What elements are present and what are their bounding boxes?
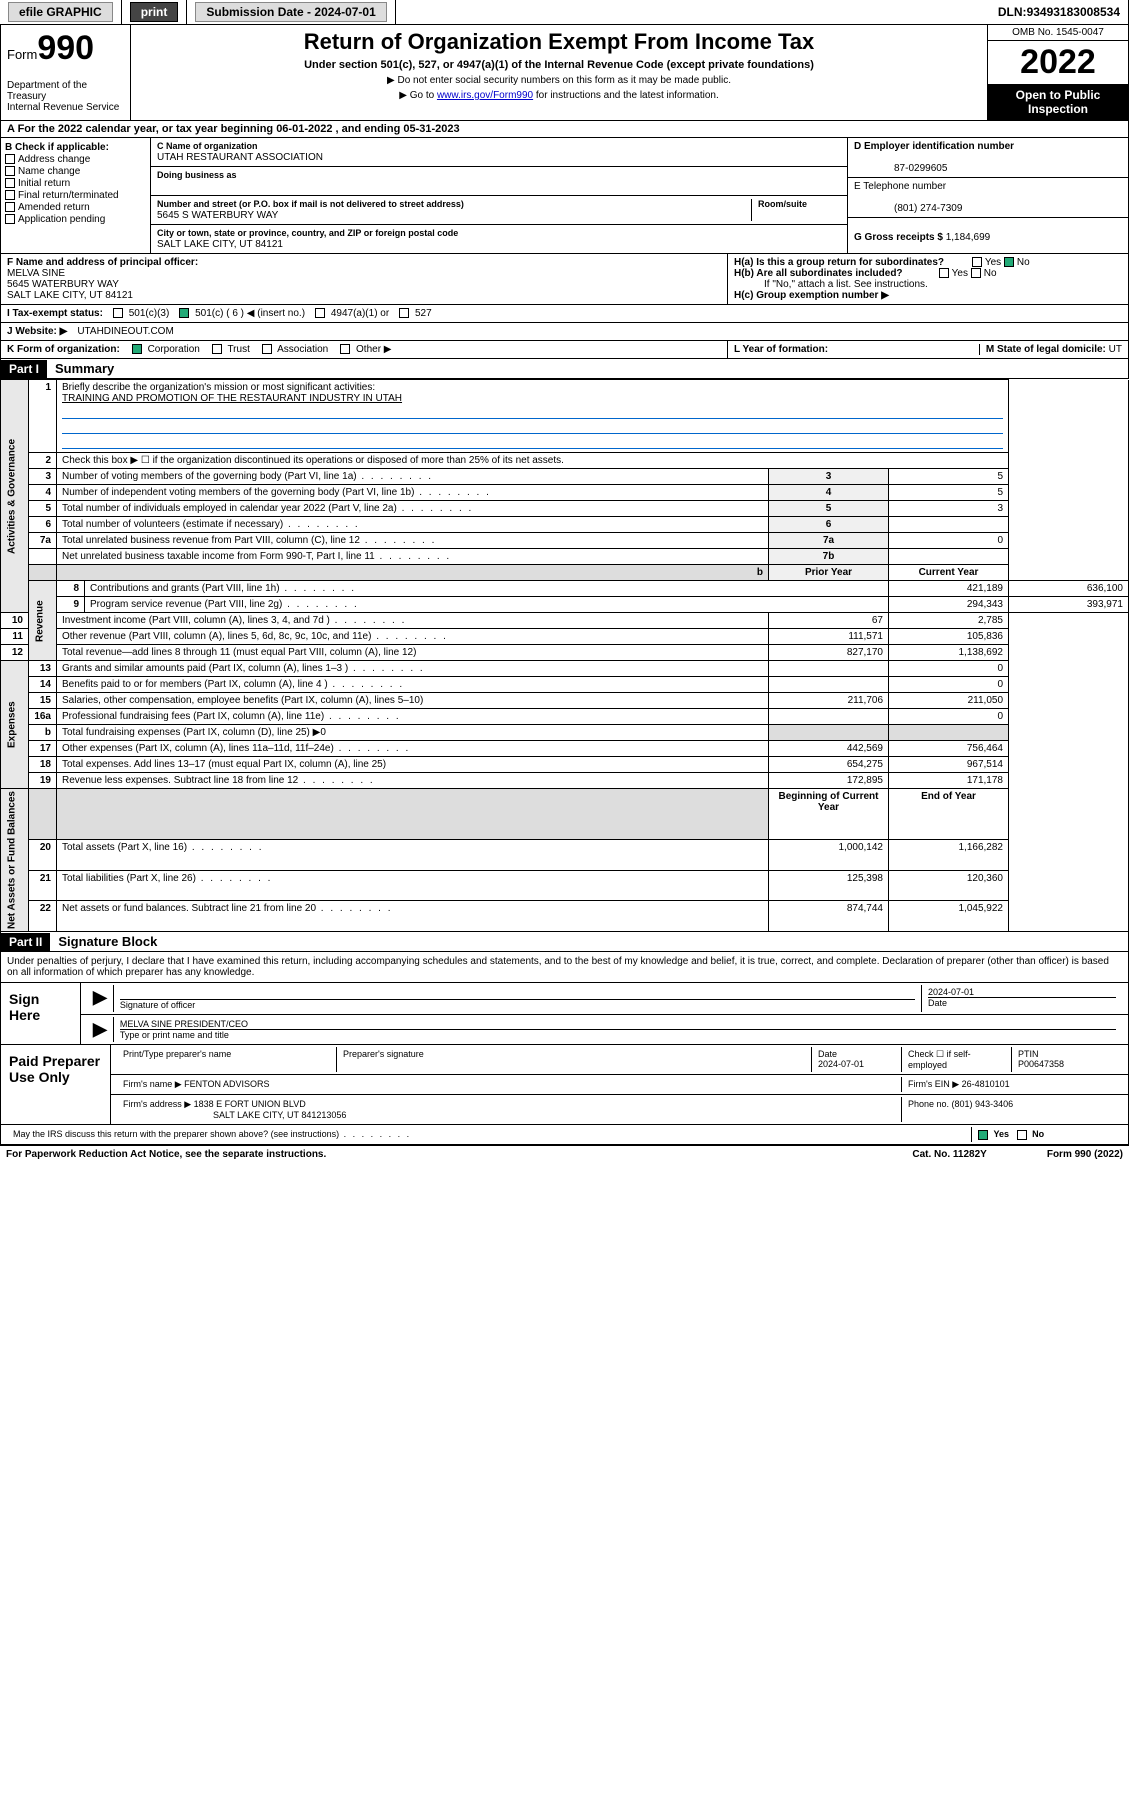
- department: Department of the Treasury Internal Reve…: [7, 80, 124, 113]
- chk-pending[interactable]: Application pending: [5, 214, 146, 225]
- domicile-label: M State of legal domicile:: [986, 344, 1109, 355]
- paid-preparer-label: Paid Preparer Use Only: [1, 1045, 111, 1124]
- omb-number: OMB No. 1545-0047: [988, 25, 1128, 41]
- chk-address[interactable]: Address change: [5, 154, 146, 165]
- telephone: (801) 274-7309: [854, 203, 962, 214]
- sign-here-label: Sign Here: [1, 983, 81, 1044]
- hb-note: If "No," attach a list. See instructions…: [734, 279, 1122, 290]
- chk-final[interactable]: Final return/terminated: [5, 190, 146, 201]
- part1-header: Part I Summary: [0, 359, 1129, 379]
- form-number: Form990: [7, 29, 124, 68]
- org-name-label: C Name of organization: [157, 141, 258, 151]
- ein-label: D Employer identification number: [854, 141, 1014, 152]
- street-label: Number and street (or P.O. box if mail i…: [157, 199, 464, 209]
- firm-ein: 26-4810101: [962, 1079, 1010, 1089]
- section-b-header: B Check if applicable:: [5, 142, 146, 153]
- chk-name[interactable]: Name change: [5, 166, 146, 177]
- gross-label: G Gross receipts $: [854, 232, 946, 243]
- row-j: J Website: ▶ UTAHDINEOUT.COM: [0, 323, 1129, 341]
- row-i: I Tax-exempt status: 501(c)(3) 501(c) ( …: [0, 305, 1129, 323]
- city-label: City or town, state or province, country…: [157, 228, 458, 238]
- form-version: Form 990 (2022): [1047, 1149, 1123, 1160]
- topbar: efile GRAPHIC print Submission Date - 20…: [0, 0, 1129, 25]
- firm-name: FENTON ADVISORS: [184, 1079, 269, 1089]
- print-button[interactable]: print: [130, 2, 179, 22]
- q1: Briefly describe the organization's miss…: [62, 382, 375, 393]
- inspection-badge: Open to Public Inspection: [988, 84, 1128, 120]
- note-link: ▶ Go to www.irs.gov/Form990 for instruct…: [141, 90, 977, 101]
- form-header: Form990 Department of the Treasury Inter…: [0, 25, 1129, 121]
- vert-revenue: Revenue: [29, 581, 57, 661]
- note-ssn: ▶ Do not enter social security numbers o…: [141, 75, 977, 86]
- prep-name-label: Print/Type preparer's name: [117, 1047, 337, 1072]
- row-k: K Form of organization: Corporation Trus…: [0, 341, 1129, 359]
- domicile: UT: [1109, 344, 1122, 355]
- vert-governance: Activities & Governance: [1, 380, 29, 613]
- submission-date: Submission Date - 2024-07-01: [195, 2, 386, 22]
- arrow-icon: ▶: [87, 1017, 114, 1042]
- officer-label: F Name and address of principal officer:: [7, 257, 198, 268]
- dln-label: DLN:: [998, 5, 1027, 19]
- paperwork-notice: For Paperwork Reduction Act Notice, see …: [6, 1149, 326, 1160]
- room-label: Room/suite: [758, 199, 807, 209]
- row-a-taxyear: A For the 2022 calendar year, or tax yea…: [0, 121, 1129, 138]
- firm-phone: (801) 943-3406: [952, 1099, 1014, 1109]
- signature-block: Under penalties of perjury, I declare th…: [0, 952, 1129, 1145]
- form-subtitle: Under section 501(c), 527, or 4947(a)(1)…: [141, 59, 977, 71]
- street: 5645 S WATERBURY WAY: [157, 210, 278, 221]
- ha-label: H(a) Is this a group return for subordin…: [734, 257, 944, 268]
- footer: For Paperwork Reduction Act Notice, see …: [0, 1145, 1129, 1163]
- officer-name: MELVA SINE: [7, 268, 65, 279]
- vert-netassets: Net Assets or Fund Balances: [1, 789, 29, 932]
- firm-addr1: 1838 E FORT UNION BLVD: [194, 1099, 306, 1109]
- tel-label: E Telephone number: [854, 181, 946, 192]
- ha-no-checked: [1004, 257, 1014, 267]
- declaration: Under penalties of perjury, I declare th…: [1, 952, 1128, 983]
- sig-officer-label: Signature of officer: [120, 1000, 195, 1010]
- dln-value: 93493183008534: [1027, 5, 1120, 19]
- officer-addr1: 5645 WATERBURY WAY: [7, 279, 119, 290]
- cat-no: Cat. No. 11282Y: [912, 1149, 986, 1160]
- ein: 87-0299605: [854, 163, 947, 174]
- firm-addr2: SALT LAKE CITY, UT 841213056: [123, 1110, 346, 1120]
- efile-tag: efile GRAPHIC: [8, 2, 113, 22]
- vert-expenses: Expenses: [1, 661, 29, 789]
- part2-header: Part II Signature Block: [0, 932, 1129, 952]
- hc-label: H(c) Group exemption number ▶: [734, 290, 889, 301]
- prep-sig-label: Preparer's signature: [337, 1047, 812, 1072]
- 501c6-checked: [179, 308, 189, 318]
- mission: TRAINING AND PROMOTION OF THE RESTAURANT…: [62, 393, 402, 404]
- officer-addr2: SALT LAKE CITY, UT 84121: [7, 290, 133, 301]
- city: SALT LAKE CITY, UT 84121: [157, 239, 283, 250]
- hb-label: H(b) Are all subordinates included?: [734, 268, 903, 279]
- org-name: UTAH RESTAURANT ASSOCIATION: [157, 152, 323, 163]
- dba-label: Doing business as: [157, 170, 237, 180]
- tax-year: 2022: [988, 41, 1128, 84]
- discuss-question: May the IRS discuss this return with the…: [7, 1127, 972, 1142]
- website: UTAHDINEOUT.COM: [77, 326, 173, 337]
- ptin: P00647358: [1018, 1059, 1064, 1069]
- corp-checked: [132, 344, 142, 354]
- irs-link[interactable]: www.irs.gov/Form990: [437, 90, 533, 101]
- chk-initial[interactable]: Initial return: [5, 178, 146, 189]
- arrow-icon: ▶: [87, 985, 114, 1012]
- year-formation-label: L Year of formation:: [734, 344, 828, 355]
- form-title: Return of Organization Exempt From Incom…: [141, 29, 977, 55]
- gross-receipts: 1,184,699: [946, 232, 991, 243]
- info-grid: B Check if applicable: Address change Na…: [0, 138, 1129, 254]
- self-employed: Check ☐ if self-employed: [902, 1047, 1012, 1072]
- chk-amended[interactable]: Amended return: [5, 202, 146, 213]
- row-fh: F Name and address of principal officer:…: [0, 254, 1129, 305]
- summary-table: Activities & Governance 1 Briefly descri…: [0, 379, 1129, 932]
- prep-date: 2024-07-01: [818, 1059, 864, 1069]
- sig-date: 2024-07-01: [928, 987, 974, 997]
- officer-name-title: MELVA SINE PRESIDENT/CEO: [120, 1019, 248, 1029]
- q2: Check this box ▶ ☐ if the organization d…: [57, 453, 1009, 469]
- discuss-yes-checked: [978, 1130, 988, 1140]
